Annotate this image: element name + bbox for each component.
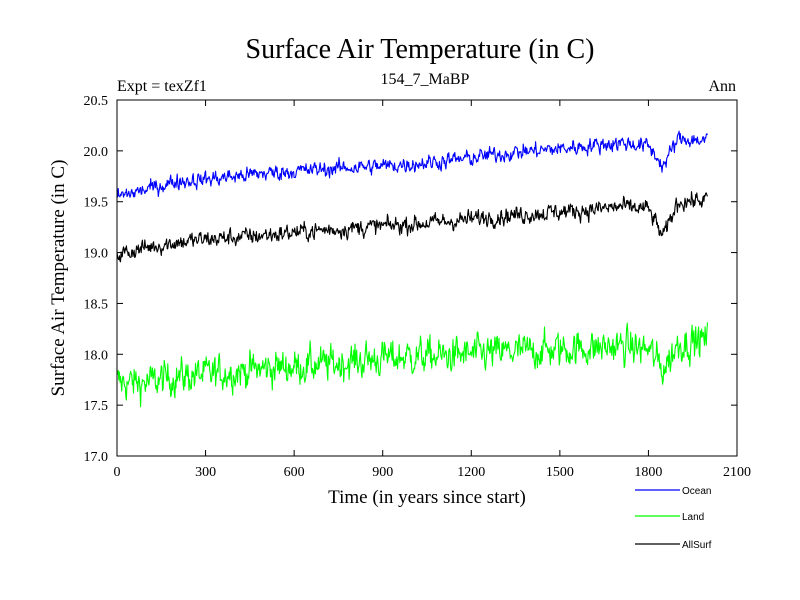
legend-label-land: Land xyxy=(682,512,704,523)
chart-title: Surface Air Temperature (in C) xyxy=(246,34,595,65)
y-axis-label: Surface Air Temperature (in C) xyxy=(48,160,69,397)
plot-frame xyxy=(116,99,738,457)
legend: Ocean Land AllSurf xyxy=(635,486,712,551)
y-tick-label: 18.0 xyxy=(84,348,109,363)
x-tick-label: 1500 xyxy=(546,465,574,480)
y-tick-label: 20.0 xyxy=(84,145,109,160)
x-axis-label: Time (in years since start) xyxy=(328,487,526,508)
series-line-land xyxy=(116,322,709,408)
chart-subtitle: 154_7_MaBP xyxy=(381,71,470,88)
x-tick-label: 600 xyxy=(284,465,305,480)
y-tick-label: 17.5 xyxy=(84,399,109,414)
series-line-ocean xyxy=(116,130,708,199)
season-label: Ann xyxy=(708,78,736,95)
legend-label-allsurf: AllSurf xyxy=(682,540,712,551)
series-layer xyxy=(116,130,709,408)
x-tick-label: 1800 xyxy=(634,465,662,480)
y-tick-label: 17.0 xyxy=(84,450,109,465)
y-tick-label: 20.5 xyxy=(84,94,109,109)
y-tick-label: 19.0 xyxy=(84,247,109,262)
x-tick-label: 900 xyxy=(372,465,393,480)
series-line-allsurf xyxy=(116,191,708,263)
y-tick-label: 19.5 xyxy=(84,196,109,211)
y-tick-label: 18.5 xyxy=(84,297,109,312)
legend-label-ocean: Ocean xyxy=(682,486,711,497)
axes-layer: 0 300 600 900 1200 1500 1800 2100 17.0 17.5 18.0 18… xyxy=(84,94,752,480)
x-tick-label: 2100 xyxy=(723,465,751,480)
x-tick-label: 1200 xyxy=(457,465,485,480)
x-tick-label: 0 xyxy=(114,465,121,480)
x-tick-label: 300 xyxy=(195,465,216,480)
experiment-label: Expt = texZf1 xyxy=(117,78,207,95)
